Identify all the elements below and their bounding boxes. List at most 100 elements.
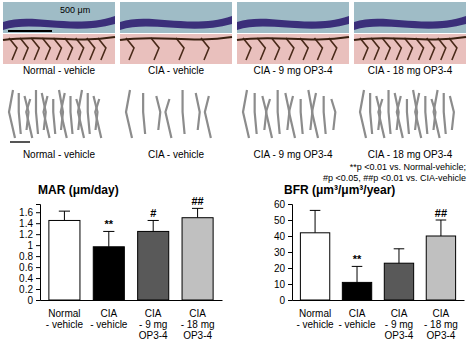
trabecula-3d	[255, 93, 257, 134]
trabecula	[201, 38, 209, 60]
cortex	[120, 37, 232, 40]
x-tick-line: OP3-4	[183, 330, 212, 341]
y-tick: 40	[274, 231, 292, 242]
error-bar	[315, 210, 316, 232]
y-tick-label: 0.6	[19, 262, 33, 273]
trabecula	[360, 38, 368, 60]
y-axis-line	[288, 205, 293, 301]
trabecula	[314, 38, 322, 60]
y-tick-mark	[288, 300, 292, 301]
x-tick-line: CIA	[100, 308, 117, 319]
trabecula-3d	[360, 90, 366, 138]
error-bar	[440, 220, 441, 236]
marks	[49, 208, 213, 300]
y-tick: 20	[274, 263, 292, 274]
scale-bar	[8, 30, 52, 32]
y-tick-mark	[288, 268, 292, 269]
note: #p <0.05, ##p <0.01 vs. CIA-vehicle	[323, 173, 466, 183]
y-tick-mark	[36, 278, 40, 279]
x-tick-line: Normal	[299, 308, 331, 319]
y-tick: 60	[274, 199, 292, 210]
trabecula-3d	[444, 93, 446, 134]
x-tick-line: CIA	[391, 308, 408, 319]
y-tick-label: 0	[279, 295, 285, 306]
microct-panel	[120, 80, 232, 146]
x-axis-line	[41, 300, 223, 301]
y-tick: 0.6	[19, 262, 40, 273]
x-tick-line: - vehicle	[296, 319, 334, 330]
trabecula-3d	[44, 96, 50, 138]
y-tick: 1.2	[19, 229, 40, 240]
trabecula-3d	[126, 90, 132, 138]
y-tick-mark	[288, 252, 292, 253]
trabecula	[416, 38, 424, 60]
trabecula-3d	[407, 99, 409, 134]
histology-panel	[120, 2, 232, 64]
error-bar	[153, 220, 154, 231]
chart-title: MAR (μm/day)	[38, 183, 119, 197]
trabecula-3d	[196, 93, 200, 130]
trabecula	[9, 38, 17, 60]
microct-bg	[3, 80, 115, 146]
x-tick-line: Normal	[48, 308, 80, 319]
significance: #	[150, 207, 156, 219]
trabecula-3d	[95, 99, 101, 138]
stain-upper	[354, 2, 466, 33]
y-tick: 0.2	[19, 284, 40, 295]
trabecula-3d	[205, 96, 211, 138]
y-tick-mark	[36, 267, 40, 268]
error-cap	[352, 266, 363, 267]
x-tick-label: Normal- vehicle	[46, 308, 84, 330]
trabecula-3d	[26, 99, 32, 138]
y-tick-mark	[36, 234, 40, 235]
y-axis: 0102030405060	[274, 199, 293, 306]
x-tick: Normal- vehicle	[296, 308, 334, 330]
error-cap	[59, 211, 70, 212]
stain-lower	[3, 34, 115, 64]
y-tick-mark	[36, 223, 40, 224]
error-cap	[394, 248, 405, 249]
significance: ##	[435, 207, 447, 219]
error-bar	[64, 211, 65, 220]
trabecula	[404, 38, 412, 60]
y-tick-label: 60	[274, 199, 286, 210]
y-tick-label: 0.8	[19, 251, 33, 262]
x-tick-line: OP3-4	[426, 330, 455, 341]
y-tick: 1.4	[19, 218, 40, 229]
x-axis: Normal- vehicleCIA- vehicleCIA- 9 mgOP3-…	[41, 301, 223, 342]
x-tick-label: CIA- 9 mgOP3-4	[139, 308, 168, 341]
stain-lower	[120, 34, 232, 64]
trabecula-3d	[397, 96, 403, 138]
trabecula-3d	[312, 93, 318, 138]
histology-panel	[354, 2, 466, 64]
trabecula	[300, 38, 308, 60]
trabecula	[272, 38, 280, 60]
x-tick: CIA- 9 mgOP3-4	[139, 308, 168, 341]
trabecula-3d	[434, 90, 440, 138]
bar	[49, 220, 80, 300]
trabecula-3d	[415, 93, 421, 138]
trabecula	[98, 38, 106, 60]
y-tick-mark	[288, 284, 292, 285]
x-tick-line: - vehicle	[90, 319, 128, 330]
histology-panel	[237, 2, 349, 64]
trabecula	[87, 38, 95, 60]
cortex	[3, 37, 115, 40]
trabecula	[382, 38, 390, 60]
x-tick-line: - 18 mg	[181, 319, 215, 330]
x-tick: CIA- vehicle	[90, 308, 128, 330]
trabecula-3d	[183, 90, 185, 134]
x-tick-label: Normal- vehicle	[296, 308, 334, 330]
x-tick-label: CIA- vehicle	[90, 308, 128, 330]
y-axis: 00.20.40.60.811.21.41.6	[19, 205, 40, 306]
trabecula-3d	[156, 96, 160, 130]
microct-panel	[3, 80, 115, 146]
x-tick-line: - 18 mg	[424, 319, 458, 330]
microct-bg	[237, 80, 349, 146]
y-tick-label: 20	[274, 263, 286, 274]
histology-row: Normal - vehicleCIA - vehicleCIA - 9 mg …	[3, 2, 466, 76]
figure: Normal - vehicleCIA - vehicleCIA - 9 mg …	[0, 0, 470, 360]
error-cap	[192, 208, 203, 209]
marks	[300, 210, 455, 300]
trabecula-3d	[378, 99, 384, 138]
